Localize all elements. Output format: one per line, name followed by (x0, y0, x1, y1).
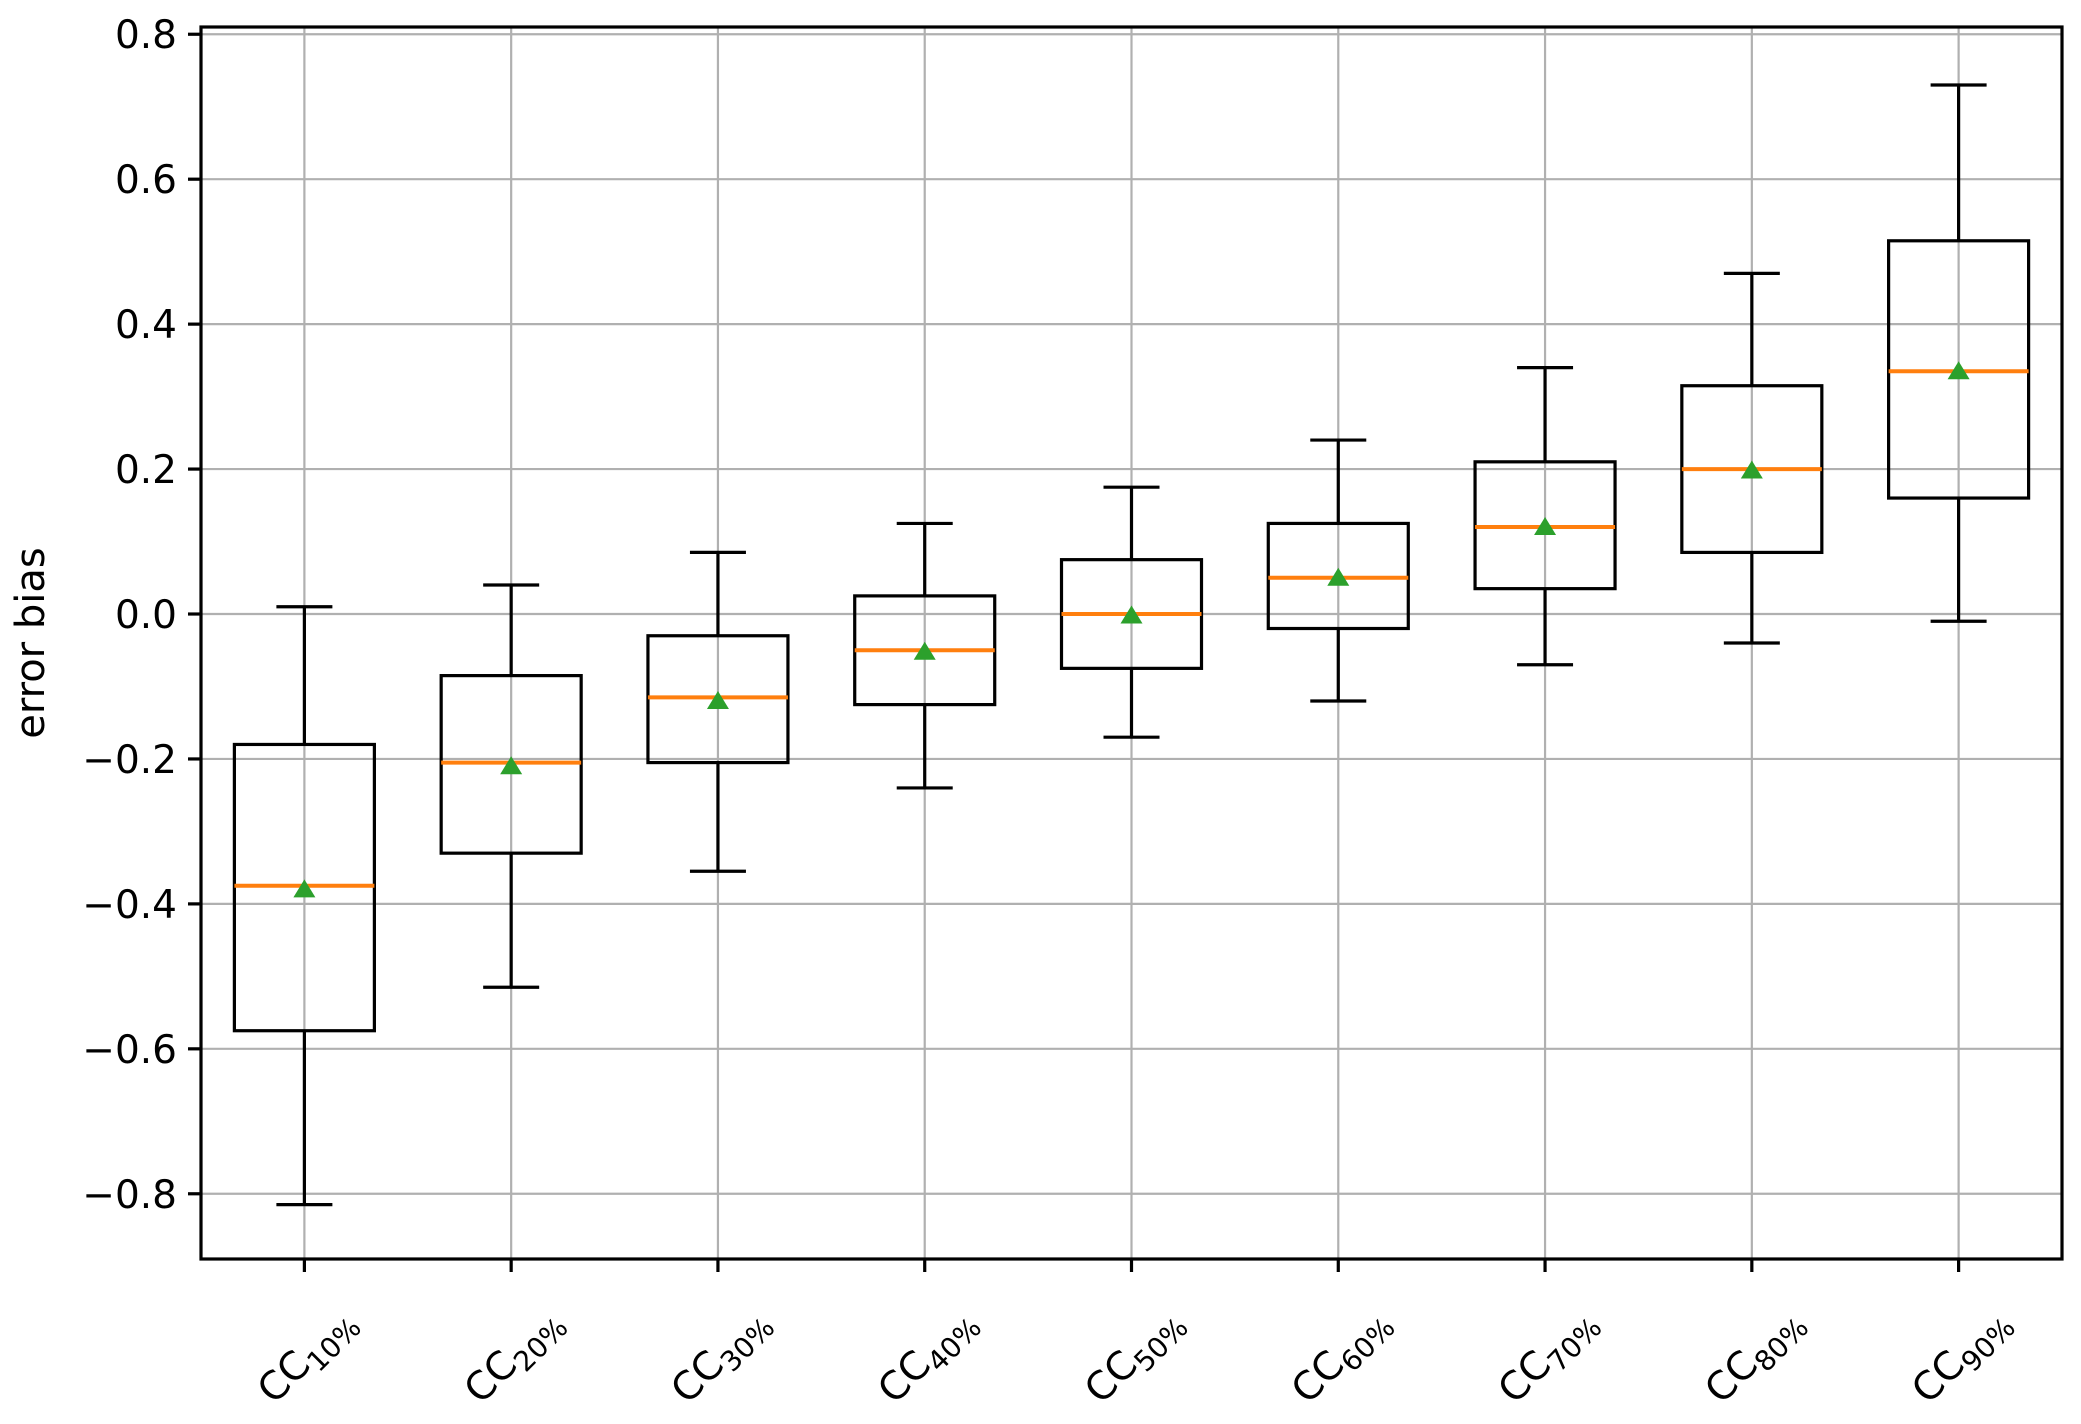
y-tick-label: 0.6 (115, 158, 177, 203)
box-group-CC90% (1887, 83, 2031, 623)
mean-marker (913, 641, 936, 660)
y-tick-label: 0.0 (115, 593, 177, 638)
y-tick-label: −0.6 (82, 1028, 177, 1073)
y-tick-label: 0.4 (115, 303, 177, 348)
box-group-CC30% (646, 550, 790, 873)
y-tick-label: −0.8 (82, 1173, 177, 1218)
mean-marker (1120, 605, 1143, 624)
box-group-CC70% (1473, 366, 1617, 667)
box-group-CC20% (439, 583, 583, 989)
mean-marker (293, 879, 316, 898)
box-group-CC40% (853, 521, 997, 790)
mean-marker (1327, 567, 1350, 586)
box-group-CC80% (1680, 271, 1824, 645)
mean-marker (500, 756, 523, 775)
box-group-CC60% (1266, 438, 1410, 703)
y-tick-label: −0.4 (82, 883, 177, 928)
mean-marker (1947, 361, 1970, 380)
y-tick-label: 0.8 (115, 13, 177, 58)
box-group-CC50% (1059, 485, 1204, 739)
mean-marker (706, 690, 729, 709)
mean-marker (1534, 517, 1557, 536)
y-tick-label: 0.2 (115, 448, 177, 493)
mean-marker (1740, 460, 1763, 479)
y-tick-label: −0.2 (82, 738, 177, 783)
y-axis-label: error bias (8, 547, 54, 738)
box-group-CC10% (232, 605, 376, 1207)
